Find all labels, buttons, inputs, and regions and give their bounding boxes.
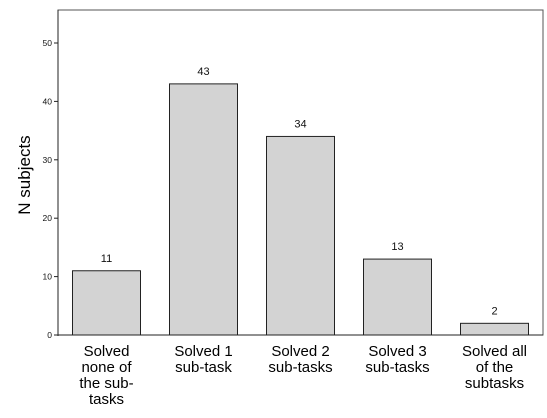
data-label: 13 (391, 241, 403, 253)
category-label-line: tasks (89, 391, 124, 408)
data-label: 2 (491, 305, 497, 317)
category-label-line: Solved (84, 343, 130, 360)
category-label-line: Solved 3 (368, 343, 426, 360)
category-label-line: subtasks (465, 375, 524, 392)
data-label: 11 (101, 253, 112, 265)
category-label-line: sub-task (175, 359, 232, 376)
y-tick-label: 30 (43, 155, 53, 165)
category-label-line: Solved 2 (271, 343, 329, 360)
category-label-line: none of (81, 359, 132, 376)
category-label: Solved all of the subtasks (462, 343, 527, 392)
category-label: Solved 2 sub-tasks (268, 343, 332, 376)
data-label: 43 (197, 66, 209, 78)
y-ticks: 0 10 20 30 40 50 (43, 38, 58, 340)
data-labels: 11 43 34 13 2 (101, 66, 498, 317)
category-label-line: sub-tasks (268, 359, 332, 376)
bar (169, 83, 238, 336)
y-tick-label: 50 (43, 38, 53, 48)
y-tick-label: 20 (43, 213, 53, 223)
category-label-line: of the (476, 359, 514, 376)
category-label-line: the sub- (79, 375, 133, 392)
category-label: Solved 3 sub-tasks (365, 343, 429, 376)
y-axis-title: N subjects (15, 135, 34, 214)
bar (72, 270, 141, 336)
bars (72, 83, 529, 336)
category-label-line: Solved all (462, 343, 527, 360)
category-label-line: Solved 1 (174, 343, 232, 360)
category-label: Solved 1 sub-task (174, 343, 232, 376)
category-label: Solved none of the sub-tasks (79, 343, 133, 408)
bar (460, 322, 529, 336)
data-label: 34 (294, 118, 306, 130)
category-label-line: sub-tasks (365, 359, 429, 376)
bar (363, 258, 432, 336)
bar (266, 135, 335, 336)
y-tick-label: 10 (43, 272, 53, 282)
y-tick-label: 40 (43, 96, 53, 106)
y-tick-label: 0 (47, 330, 52, 340)
